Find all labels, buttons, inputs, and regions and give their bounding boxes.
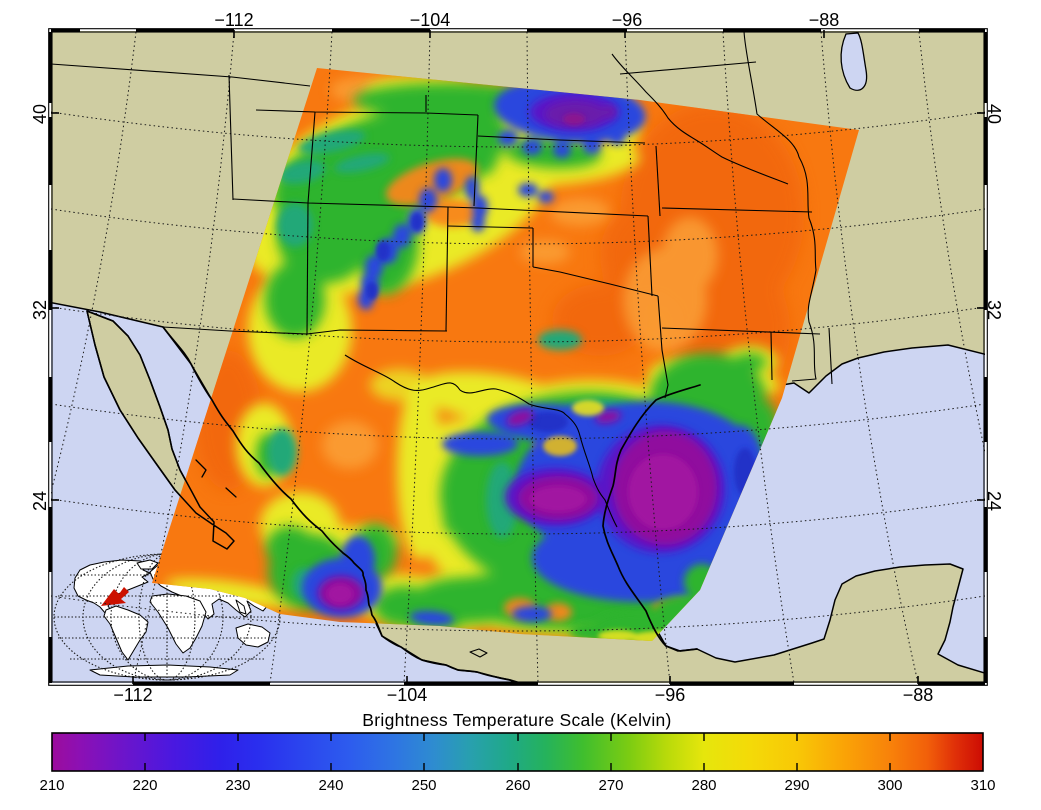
svg-text:270: 270 bbox=[598, 777, 623, 794]
svg-text:310: 310 bbox=[970, 777, 995, 794]
svg-text:32: 32 bbox=[30, 300, 50, 320]
svg-text:280: 280 bbox=[691, 777, 716, 794]
svg-text:40: 40 bbox=[984, 104, 1004, 124]
svg-text:210: 210 bbox=[39, 777, 64, 794]
svg-text:−96: −96 bbox=[612, 10, 643, 30]
svg-text:290: 290 bbox=[784, 777, 809, 794]
svg-text:−112: −112 bbox=[113, 685, 152, 705]
svg-text:24: 24 bbox=[30, 491, 50, 511]
svg-text:−96: −96 bbox=[655, 685, 686, 705]
svg-text:230: 230 bbox=[225, 777, 250, 794]
svg-text:250: 250 bbox=[411, 777, 436, 794]
svg-text:−112: −112 bbox=[214, 10, 253, 30]
svg-text:260: 260 bbox=[505, 777, 530, 794]
svg-text:240: 240 bbox=[318, 777, 343, 794]
svg-text:300: 300 bbox=[877, 777, 902, 794]
svg-text:Brightness Temperature Scale (: Brightness Temperature Scale (Kelvin) bbox=[362, 710, 671, 730]
svg-text:−88: −88 bbox=[809, 10, 840, 30]
svg-text:−104: −104 bbox=[387, 685, 428, 705]
svg-text:32: 32 bbox=[984, 300, 1004, 320]
svg-text:−88: −88 bbox=[903, 685, 934, 705]
svg-text:−104: −104 bbox=[410, 10, 451, 30]
svg-text:40: 40 bbox=[30, 104, 50, 124]
svg-text:220: 220 bbox=[132, 777, 157, 794]
svg-text:24: 24 bbox=[984, 491, 1004, 511]
